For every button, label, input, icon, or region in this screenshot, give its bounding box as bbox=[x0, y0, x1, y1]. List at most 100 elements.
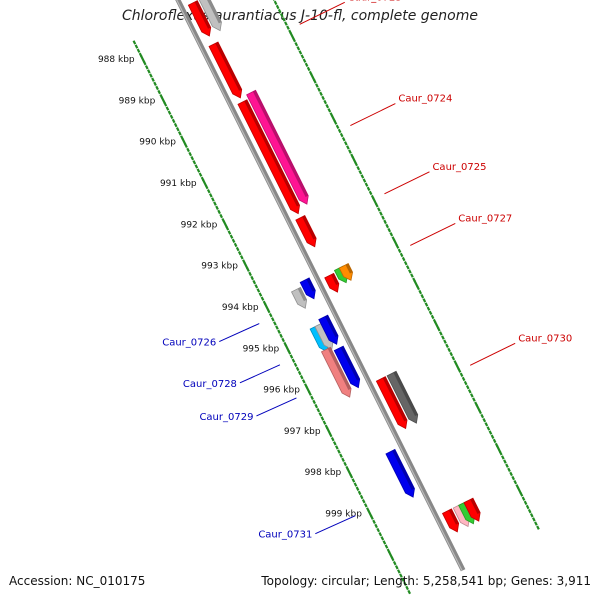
ruler-minor-tick bbox=[209, 193, 213, 198]
ruler-minor-tick bbox=[173, 122, 178, 128]
ruler-minor-tick bbox=[457, 368, 462, 373]
gene-arrow-shadow bbox=[207, 0, 222, 24]
ruler-minor-tick bbox=[354, 161, 358, 167]
ruler-minor-tick bbox=[395, 244, 400, 249]
ruler-minor-tick bbox=[418, 289, 423, 295]
ruler-tick-label: 996 kbp bbox=[263, 386, 300, 396]
ruler-minor-tick bbox=[527, 508, 532, 514]
ruler-minor-tick bbox=[327, 108, 332, 113]
ruler-minor-tick bbox=[217, 209, 221, 215]
ruler-major-tick bbox=[475, 404, 481, 412]
ruler-minor-tick bbox=[368, 190, 373, 196]
gene-arrow[interactable] bbox=[318, 314, 339, 345]
ruler-minor-tick bbox=[196, 168, 201, 173]
ruler-minor-tick bbox=[370, 515, 374, 520]
ruler-minor-tick bbox=[356, 165, 361, 171]
gene-arrow[interactable] bbox=[463, 497, 481, 522]
ruler-minor-tick bbox=[273, 0, 278, 6]
ruler-major-tick bbox=[392, 238, 399, 247]
ruler-minor-tick bbox=[383, 219, 387, 225]
ruler-minor-tick bbox=[313, 79, 317, 84]
ruler-minor-tick bbox=[521, 496, 526, 501]
ruler-minor-tick bbox=[490, 434, 495, 439]
ruler-tick-label: 995 kbp bbox=[243, 344, 280, 354]
ruler-major-tick bbox=[222, 220, 228, 228]
gene-arrow[interactable] bbox=[198, 0, 222, 32]
ruler-minor-tick bbox=[198, 172, 203, 177]
ruler-minor-tick bbox=[465, 384, 470, 390]
gene-arrow-shadow bbox=[252, 90, 309, 197]
ruler-minor-tick bbox=[428, 310, 433, 315]
ruler-major-tick bbox=[367, 509, 373, 518]
ruler-minor-tick bbox=[229, 234, 234, 239]
ruler-minor-tick bbox=[308, 70, 313, 76]
ruler-minor-tick bbox=[317, 87, 321, 92]
ruler-minor-tick bbox=[523, 500, 528, 506]
ruler-minor-tick bbox=[288, 29, 292, 34]
ruler-minor-tick bbox=[488, 430, 493, 435]
gene-arrow[interactable] bbox=[237, 99, 300, 215]
ruler-minor-tick bbox=[397, 248, 402, 253]
ruler-major-tick bbox=[496, 445, 502, 453]
ruler-minor-tick bbox=[405, 585, 409, 591]
gene-arrow[interactable] bbox=[246, 89, 309, 205]
ruler-minor-tick bbox=[534, 521, 538, 526]
ruler-minor-tick bbox=[283, 341, 288, 347]
ruler-minor-tick bbox=[403, 261, 408, 266]
ruler-minor-tick bbox=[323, 99, 328, 105]
gene-arrow[interactable] bbox=[208, 41, 243, 99]
ruler-minor-tick bbox=[237, 251, 242, 256]
ruler-minor-tick bbox=[136, 48, 141, 53]
ruler-tick-label: 990 kbp bbox=[139, 138, 176, 148]
gene-arrow[interactable] bbox=[324, 272, 340, 293]
gene-arrow[interactable] bbox=[385, 448, 415, 498]
ruler-minor-tick bbox=[298, 50, 303, 55]
ruler-minor-tick bbox=[190, 155, 195, 161]
ruler-tick-label: 989 kbp bbox=[119, 96, 156, 106]
ruler-minor-tick bbox=[337, 128, 342, 134]
ruler-major-tick bbox=[289, 32, 295, 40]
gene-arrow-shadow bbox=[306, 277, 316, 292]
ruler-minor-tick bbox=[403, 581, 407, 586]
genome-backbone bbox=[175, 0, 466, 572]
ruler-minor-tick bbox=[266, 308, 271, 314]
ruler-minor-tick bbox=[459, 372, 464, 377]
gene-arrow[interactable] bbox=[386, 370, 419, 424]
ruler-minor-tick bbox=[279, 13, 284, 18]
gene-features[interactable] bbox=[187, 0, 481, 533]
ruler-tick-label: 992 kbp bbox=[181, 220, 218, 230]
gene-arrow[interactable] bbox=[187, 0, 212, 37]
ruler-minor-tick bbox=[470, 393, 474, 398]
ruler-minor-tick bbox=[436, 327, 441, 332]
ruler-minor-tick bbox=[329, 112, 334, 117]
gene-arrow[interactable] bbox=[290, 286, 308, 309]
ruler-minor-tick bbox=[297, 370, 302, 376]
ruler-minor-tick bbox=[153, 81, 157, 86]
ruler-minor-tick bbox=[147, 69, 151, 74]
ruler-tick-label: 999 kbp bbox=[325, 510, 362, 520]
gene-arrow[interactable] bbox=[299, 277, 316, 300]
ruler-minor-tick bbox=[408, 269, 412, 274]
ruler-minor-tick bbox=[363, 503, 368, 508]
ruler-minor-tick bbox=[325, 103, 330, 109]
ruler-tick-label: 994 kbp bbox=[222, 303, 259, 313]
ruler-minor-tick bbox=[294, 41, 299, 47]
svg-text:Caur_0723: Caur_0723 bbox=[348, 0, 402, 3]
ruler-minor-tick bbox=[529, 513, 534, 518]
gene-arrow[interactable] bbox=[333, 345, 361, 389]
gene-arrow[interactable] bbox=[295, 215, 317, 248]
ruler-minor-tick bbox=[277, 329, 281, 334]
ruler-minor-tick bbox=[233, 242, 238, 248]
gene-arrow[interactable] bbox=[375, 376, 408, 430]
gene-label: Caur_0724 bbox=[350, 94, 452, 127]
ruler-minor-tick bbox=[424, 302, 429, 307]
ruler-minor-tick bbox=[341, 457, 345, 463]
gene-arrow[interactable] bbox=[320, 346, 352, 398]
ruler-minor-tick bbox=[399, 573, 403, 578]
gene-arrow[interactable] bbox=[338, 263, 353, 281]
gene-arrow[interactable] bbox=[441, 508, 460, 533]
ruler-minor-tick bbox=[167, 110, 172, 115]
ruler-minor-tick bbox=[132, 40, 137, 45]
ruler-minor-tick bbox=[382, 540, 387, 545]
